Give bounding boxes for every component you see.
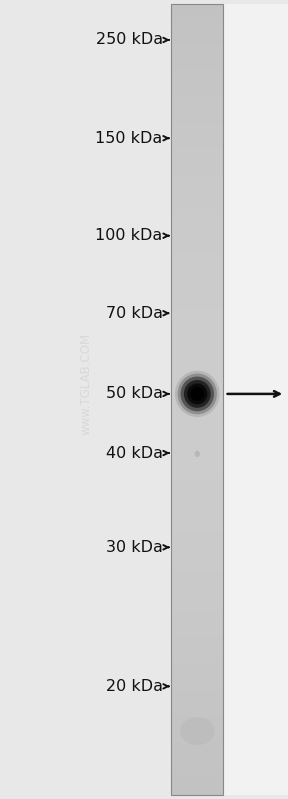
Bar (223, 4, 288, 795)
Bar (171, 676, 223, 690)
Ellipse shape (184, 380, 211, 407)
Bar (171, 518, 223, 531)
Bar (171, 769, 223, 781)
Bar (171, 412, 223, 426)
Bar (171, 229, 223, 241)
Bar (171, 241, 223, 254)
Bar (171, 387, 223, 400)
Bar (171, 347, 223, 360)
Bar (171, 136, 223, 149)
Bar (171, 610, 223, 623)
Bar (171, 623, 223, 637)
Bar (171, 202, 223, 215)
Bar (171, 545, 223, 558)
Bar (171, 400, 223, 412)
Text: 20 kDa: 20 kDa (106, 679, 163, 694)
Bar (171, 30, 223, 43)
Bar (171, 558, 223, 570)
Text: 100 kDa: 100 kDa (95, 229, 163, 243)
Bar (171, 122, 223, 136)
Ellipse shape (187, 384, 207, 404)
Bar (171, 781, 223, 795)
Bar (171, 637, 223, 650)
Bar (171, 756, 223, 769)
Bar (171, 57, 223, 70)
Bar (171, 742, 223, 756)
Bar (171, 373, 223, 386)
Bar (171, 83, 223, 96)
Bar (171, 70, 223, 83)
Bar (171, 4, 223, 795)
Bar (171, 308, 223, 320)
Ellipse shape (178, 373, 217, 415)
Ellipse shape (181, 376, 214, 411)
Bar (171, 729, 223, 742)
Bar (171, 4, 223, 18)
Text: www.TGLAB.COM: www.TGLAB.COM (80, 332, 93, 435)
Bar (171, 18, 223, 30)
Bar (171, 716, 223, 729)
Text: 30 kDa: 30 kDa (106, 540, 163, 555)
Bar (171, 149, 223, 162)
Ellipse shape (175, 371, 220, 417)
Bar (171, 162, 223, 175)
Ellipse shape (180, 718, 215, 745)
Bar (171, 175, 223, 189)
Bar (171, 650, 223, 663)
Bar (171, 479, 223, 491)
Bar (171, 426, 223, 439)
Bar (171, 690, 223, 703)
Bar (171, 570, 223, 584)
Bar (171, 452, 223, 465)
Bar (171, 189, 223, 202)
Text: 70 kDa: 70 kDa (106, 306, 163, 320)
Bar (171, 491, 223, 505)
Bar (171, 294, 223, 307)
Text: 40 kDa: 40 kDa (106, 446, 163, 460)
Bar (171, 255, 223, 268)
Bar (171, 320, 223, 334)
Text: 250 kDa: 250 kDa (96, 33, 163, 47)
Bar (171, 281, 223, 294)
Bar (171, 531, 223, 545)
Bar (171, 109, 223, 122)
Bar (171, 703, 223, 716)
Text: 50 kDa: 50 kDa (106, 387, 163, 401)
Bar (171, 215, 223, 229)
Bar (171, 505, 223, 518)
Bar (171, 334, 223, 347)
Bar (171, 465, 223, 479)
Bar (171, 663, 223, 676)
Bar (171, 96, 223, 109)
Bar (171, 584, 223, 598)
Bar (171, 360, 223, 373)
Bar (171, 598, 223, 610)
Ellipse shape (195, 451, 200, 457)
Bar (171, 268, 223, 281)
Bar (171, 439, 223, 452)
Ellipse shape (191, 387, 204, 401)
Text: 150 kDa: 150 kDa (95, 131, 163, 145)
Bar (171, 43, 223, 57)
